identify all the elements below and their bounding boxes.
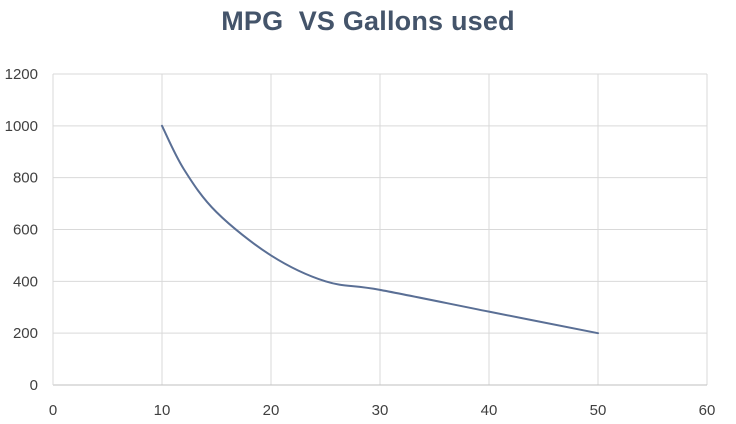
y-tick-label: 800	[13, 170, 38, 187]
series-layer	[161, 124, 599, 335]
y-tick-label: 1000	[5, 118, 38, 135]
y-tick-label: 200	[13, 325, 38, 342]
x-tick-label: 50	[590, 402, 607, 419]
x-tick-label: 10	[154, 402, 171, 419]
y-tick-label: 600	[13, 222, 38, 239]
y-tick-label: 1200	[5, 66, 38, 83]
y-tick-label: 0	[30, 377, 38, 394]
x-tick-label: 0	[49, 402, 57, 419]
gridlines	[53, 73, 708, 385]
chart-title: MPG VS Gallons used	[221, 6, 515, 36]
x-tick-label: 60	[699, 402, 716, 419]
y-axis-tick-labels: 0 200 400 600 800 1000 1200	[5, 66, 38, 394]
x-tick-label: 30	[372, 402, 389, 419]
x-tick-label: 20	[263, 402, 280, 419]
x-axis-tick-labels: 0 10 20 30 40 50 60	[49, 402, 716, 419]
axes	[52, 74, 707, 386]
x-tick-label: 40	[481, 402, 498, 419]
series-line	[161, 124, 599, 335]
y-tick-label: 400	[13, 273, 38, 290]
